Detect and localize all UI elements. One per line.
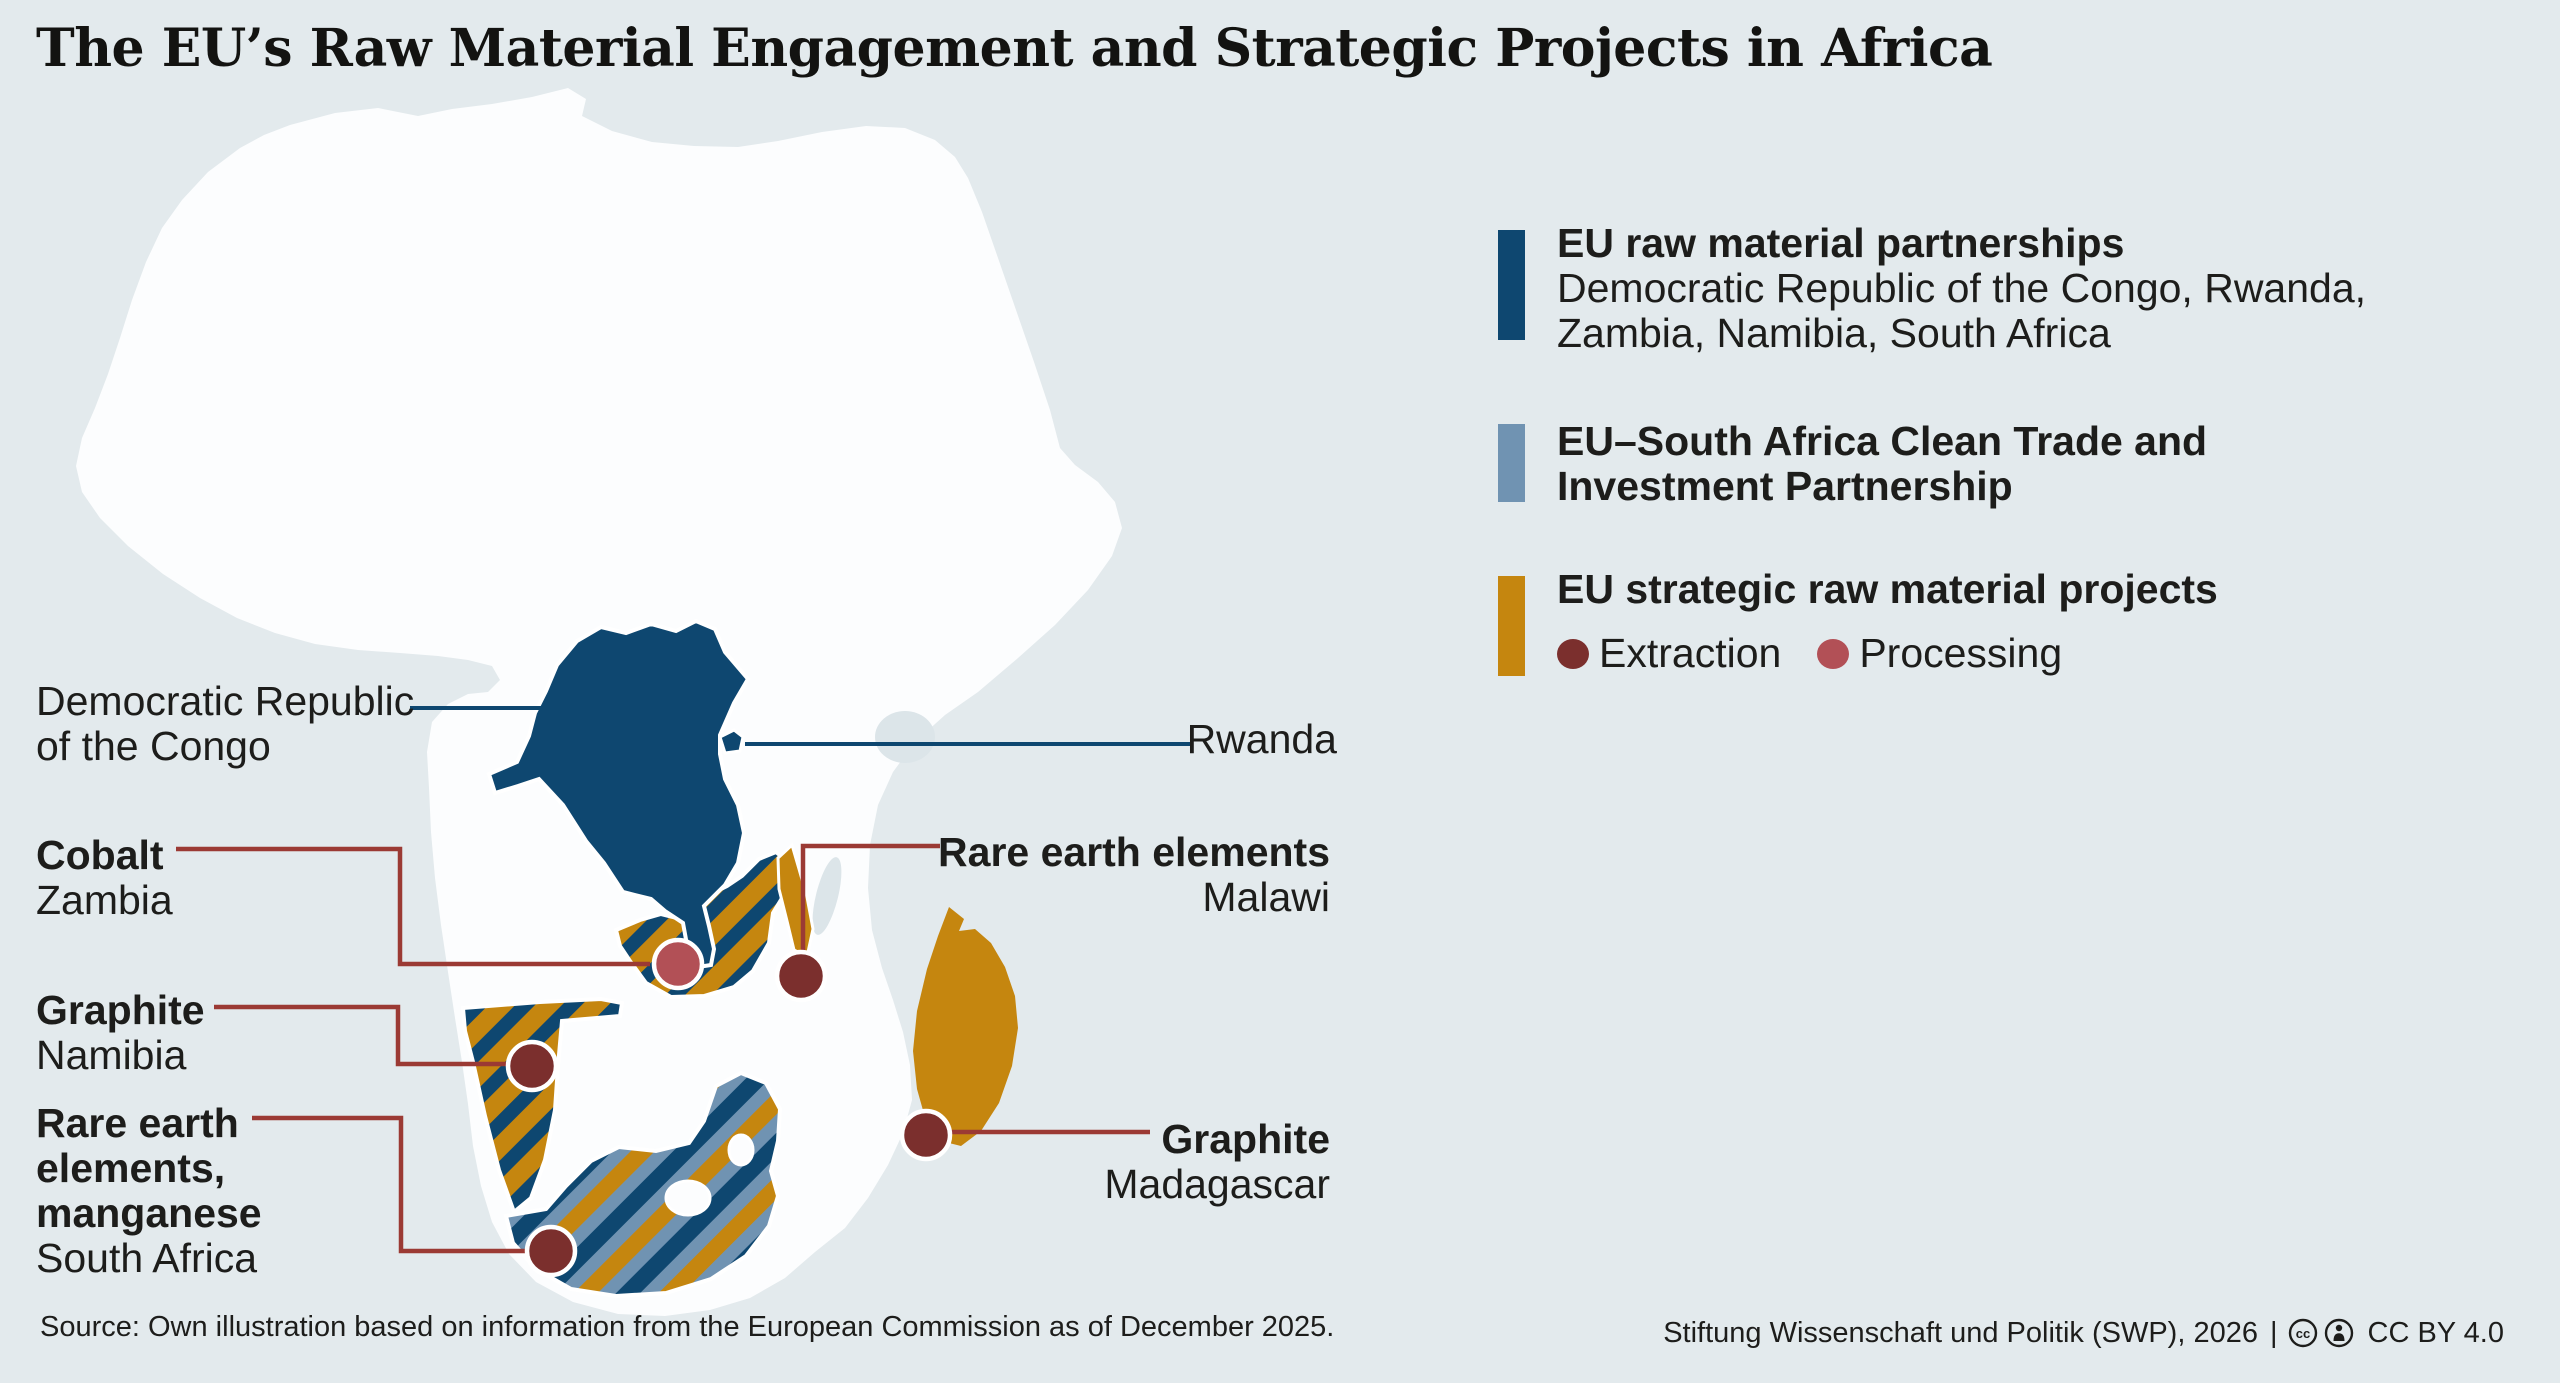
- legend-partnerships-heading: EU raw material partnerships: [1557, 220, 2125, 266]
- legend-swatch-projects: [1498, 576, 1525, 676]
- callout-south-africa-country: South Africa: [36, 1235, 258, 1281]
- callout-zambia-mineral: Cobalt: [36, 832, 164, 878]
- lesotho-cutout: [664, 1179, 712, 1217]
- credit-separator: |: [2269, 1317, 2278, 1349]
- legend-clean-trade: EU–South Africa Clean Trade and Investme…: [1557, 419, 2207, 509]
- credit-text: Stiftung Wissenschaft und Politik (SWP),…: [1663, 1317, 2258, 1349]
- source-note: Source: Own illustration based on inform…: [40, 1311, 1335, 1343]
- callout-madagascar-country: Madagascar: [1104, 1161, 1330, 1207]
- extraction-dot-icon: [1557, 638, 1589, 669]
- callout-malawi-mineral: Rare earth elements: [938, 829, 1330, 875]
- attribution-icon: [2324, 1318, 2354, 1348]
- leader-zambia: [176, 846, 650, 967]
- leader-malawi: [800, 843, 940, 950]
- callout-namibia: Graphite Namibia: [36, 988, 205, 1078]
- legend-extraction-label: Extraction: [1599, 630, 1782, 676]
- legend-partnerships-countries-line1: Democratic Republic of the Congo, Rwanda…: [1557, 265, 2367, 311]
- legend-partnerships-countries-line2: Zambia, Namibia, South Africa: [1557, 310, 2111, 356]
- legend-swatch-clean-trade: [1498, 424, 1525, 502]
- lake-victoria: [875, 711, 935, 763]
- callout-south-africa-mineral-line1: Rare earth: [36, 1100, 239, 1146]
- country-madagascar: [913, 907, 1018, 1146]
- callout-zambia-country: Zambia: [36, 877, 173, 923]
- marker-extraction-namibia: [505, 1039, 559, 1093]
- cc-icon: cc: [2288, 1318, 2318, 1348]
- callout-south-africa-mineral-line2: elements,: [36, 1145, 226, 1191]
- callout-zambia: Cobalt Zambia: [36, 833, 173, 923]
- marker-extraction-south-africa: [524, 1224, 578, 1278]
- legend-partnerships: EU raw material partnerships Democratic …: [1557, 221, 2366, 356]
- svg-text:cc: cc: [2295, 1326, 2309, 1341]
- marker-extraction-madagascar: [899, 1108, 953, 1162]
- leader-namibia: [214, 1004, 506, 1067]
- processing-dot-icon: [1817, 638, 1850, 669]
- legend-projects-types: Extraction Processing: [1557, 630, 2062, 677]
- callout-drc-line2: of the Congo: [36, 723, 271, 769]
- callout-malawi-country: Malawi: [1202, 874, 1330, 920]
- callout-south-africa: Rare earth elements, manganese South Afr…: [36, 1101, 262, 1281]
- marker-extraction-malawi: [774, 949, 828, 1003]
- callout-south-africa-mineral-line3: manganese: [36, 1190, 262, 1236]
- legend-projects: EU strategic raw material projects: [1557, 567, 2218, 612]
- legend-clean-trade-line2: Investment Partnership: [1557, 463, 2013, 509]
- callout-madagascar: Graphite Madagascar: [930, 1117, 1330, 1207]
- callout-drc-line1: Democratic Republic: [36, 678, 415, 724]
- legend-projects-heading: EU strategic raw material projects: [1557, 566, 2218, 612]
- callout-madagascar-mineral: Graphite: [1161, 1116, 1330, 1162]
- country-namibia: [460, 996, 625, 1216]
- legend-processing-label: Processing: [1859, 630, 2063, 676]
- credit-line: Stiftung Wissenschaft und Politik (SWP),…: [1663, 1316, 2504, 1350]
- callout-rwanda-country: Rwanda: [1186, 716, 1337, 762]
- eswatini-cutout: [727, 1133, 755, 1167]
- callout-rwanda: Rwanda: [997, 717, 1337, 762]
- page-title: The EU’s Raw Material Engagement and Str…: [36, 18, 1993, 79]
- license-label: CC BY 4.0: [2367, 1317, 2504, 1349]
- callout-malawi: Rare earth elements Malawi: [930, 830, 1330, 920]
- callout-namibia-mineral: Graphite: [36, 987, 205, 1033]
- lake-malawi: [812, 857, 842, 935]
- legend-clean-trade-line1: EU–South Africa Clean Trade and: [1557, 418, 2208, 464]
- leader-south-africa: [252, 1115, 525, 1254]
- country-rwanda: [718, 728, 745, 755]
- callout-namibia-country: Namibia: [36, 1032, 187, 1078]
- callout-drc: Democratic Republic of the Congo: [36, 679, 414, 769]
- legend-swatch-partnerships: [1498, 230, 1525, 340]
- marker-processing-zambia: [651, 937, 705, 991]
